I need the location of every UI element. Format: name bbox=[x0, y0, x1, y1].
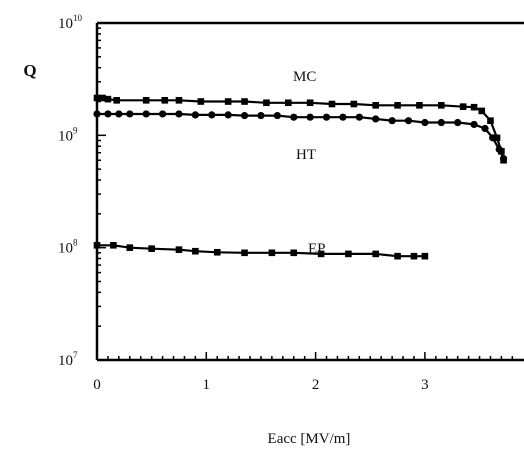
data-point-mc bbox=[93, 94, 101, 102]
data-point-ht bbox=[404, 117, 413, 125]
data-point-mc bbox=[113, 97, 120, 104]
y-tick-base: 10 bbox=[58, 241, 73, 257]
data-point-ht bbox=[437, 118, 445, 127]
data-point-mc bbox=[99, 94, 106, 102]
data-point-mc bbox=[394, 102, 401, 109]
x-tick-label: 0 bbox=[93, 377, 101, 393]
data-point-mc bbox=[241, 98, 248, 105]
y-tick-label: 1010 bbox=[58, 13, 83, 32]
data-point-ht bbox=[273, 111, 281, 120]
data-point-ht bbox=[421, 118, 429, 127]
data-point-ht bbox=[489, 134, 497, 142]
data-point-ht bbox=[495, 145, 503, 153]
data-point-ht bbox=[126, 110, 134, 118]
series: MC HT EP bbox=[93, 69, 508, 260]
data-point-ht bbox=[175, 110, 183, 118]
y-tick-exponent: 7 bbox=[73, 350, 78, 360]
series-label-ep: EP bbox=[308, 241, 326, 257]
data-point-ht bbox=[372, 115, 380, 123]
data-point-ht bbox=[470, 120, 478, 129]
data-point-ht bbox=[240, 111, 249, 120]
data-point-ht bbox=[191, 111, 199, 119]
data-point-ht bbox=[306, 113, 314, 121]
x-tick-label: 2 bbox=[312, 377, 320, 393]
data-point-mc bbox=[161, 97, 169, 104]
data-point-ep bbox=[93, 241, 101, 249]
data-point-mc bbox=[459, 103, 467, 110]
data-point-ht bbox=[208, 111, 216, 119]
data-point-ht bbox=[224, 111, 232, 119]
data-point-mc bbox=[350, 100, 358, 108]
data-point-ht bbox=[355, 113, 363, 121]
data-point-ht bbox=[454, 118, 462, 127]
x-tick-label: 1 bbox=[203, 377, 211, 393]
data-point-mc bbox=[104, 95, 112, 103]
data-point-ep bbox=[410, 252, 418, 260]
data-point-mc bbox=[470, 103, 478, 111]
series-label-ht: HT bbox=[296, 147, 316, 163]
data-point-ep bbox=[345, 250, 352, 258]
data-point-ep bbox=[421, 252, 429, 260]
data-point-mc bbox=[478, 107, 486, 115]
data-point-mc bbox=[372, 102, 380, 109]
y-tick-exponent: 8 bbox=[73, 238, 78, 248]
data-point-ht bbox=[388, 117, 396, 125]
axes bbox=[95, 21, 524, 362]
ticks bbox=[96, 27, 514, 361]
data-point-ht bbox=[322, 113, 331, 121]
data-point-mc bbox=[197, 98, 205, 105]
data-point-ep bbox=[394, 252, 401, 260]
data-point-mc bbox=[263, 99, 270, 107]
data-point-ht bbox=[290, 113, 298, 121]
data-point-ht bbox=[499, 155, 508, 163]
data-point-ep bbox=[148, 245, 155, 252]
data-point-mc bbox=[224, 98, 232, 105]
data-point-mc bbox=[175, 97, 183, 104]
data-point-ep bbox=[175, 246, 183, 253]
y-tick-label: 109 bbox=[58, 125, 78, 144]
data-point-mc bbox=[142, 97, 150, 104]
y-axis-label: Q bbox=[23, 61, 36, 80]
y-tick-base: 10 bbox=[58, 353, 73, 369]
y-tick-base: 10 bbox=[58, 16, 73, 32]
data-point-ht bbox=[104, 110, 112, 118]
data-point-mc bbox=[487, 117, 494, 124]
data-point-ht bbox=[339, 113, 347, 121]
data-point-ep bbox=[317, 250, 325, 258]
x-axis-label: Eacc [MV/m] bbox=[268, 431, 351, 447]
data-point-ep bbox=[372, 250, 380, 258]
data-point-ep bbox=[268, 249, 276, 257]
data-point-ht bbox=[481, 124, 489, 133]
data-point-ep bbox=[213, 248, 221, 256]
data-point-ep bbox=[290, 249, 298, 257]
data-point-ht bbox=[93, 110, 101, 118]
y-tick-exponent: 10 bbox=[73, 13, 83, 23]
x-tick-label: 3 bbox=[421, 377, 429, 393]
data-point-ep bbox=[192, 247, 199, 255]
data-point-mc bbox=[437, 102, 445, 109]
data-point-mc bbox=[306, 99, 314, 107]
y-tick-label: 107 bbox=[58, 350, 78, 369]
data-point-mc bbox=[284, 99, 292, 107]
y-tick-exponent: 9 bbox=[73, 125, 78, 135]
y-tick-base: 10 bbox=[58, 128, 73, 144]
series-line-ep bbox=[97, 244, 425, 258]
data-point-mc bbox=[416, 102, 423, 109]
data-point-ht bbox=[115, 110, 123, 118]
data-point-mc bbox=[328, 100, 336, 108]
data-point-mc bbox=[493, 134, 501, 142]
data-point-ht bbox=[158, 110, 167, 118]
data-point-ht bbox=[142, 110, 150, 118]
series-label-mc: MC bbox=[293, 69, 316, 85]
data-point-ep bbox=[126, 244, 134, 251]
data-point-ep bbox=[110, 241, 117, 249]
y-tick-label: 108 bbox=[58, 238, 78, 257]
data-point-ht bbox=[257, 111, 265, 120]
data-point-ep bbox=[241, 249, 248, 257]
